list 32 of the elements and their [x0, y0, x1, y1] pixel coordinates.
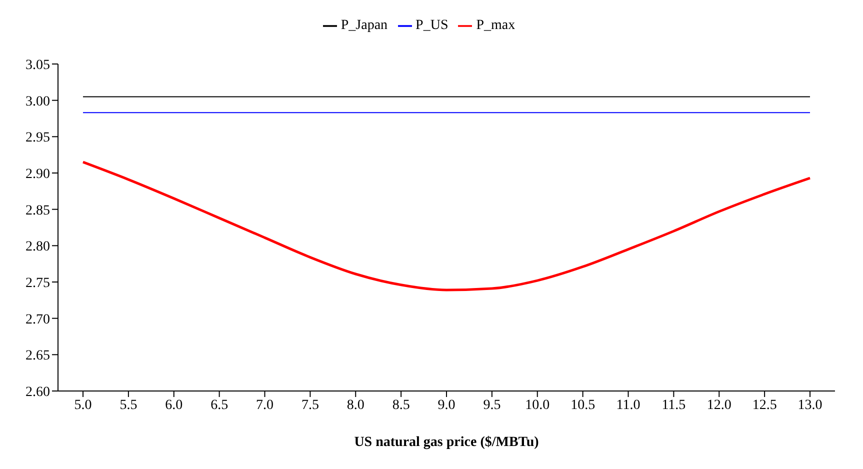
legend-label: P_max	[476, 18, 516, 33]
x-tick-label: 9.5	[483, 398, 501, 413]
y-tick-label: 2.95	[26, 130, 50, 146]
y-tick-label: 2.75	[26, 276, 50, 291]
y-tick-label: 2.65	[26, 348, 50, 364]
y-tick-label: 2.85	[26, 203, 50, 218]
x-tick-label: 5.5	[120, 398, 138, 413]
x-tick-label: 6.0	[165, 398, 183, 413]
x-tick-label: 8.0	[346, 398, 364, 413]
x-tick-label: 9.0	[438, 398, 456, 413]
x-tick-label: 11.5	[662, 398, 686, 413]
y-tick-label: 2.90	[26, 166, 50, 182]
x-tick-label: 12.5	[752, 398, 777, 413]
y-tick-label: 2.70	[26, 312, 50, 328]
y-tick-label: 2.60	[26, 384, 50, 400]
x-tick-label: 8.5	[392, 398, 410, 413]
x-tick-label: 6.5	[210, 398, 228, 413]
x-tick-label: 7.5	[301, 398, 319, 413]
x-axis-title: US natural gas price ($/MBTu)	[354, 435, 540, 450]
x-tick-label: 10.5	[570, 398, 596, 413]
x-tick-label: 13.0	[798, 398, 822, 413]
x-tick-label: 7.0	[256, 398, 274, 413]
x-tick-label: 10.0	[525, 398, 550, 413]
line-series	[82, 160, 812, 292]
legend-label: P_Japan	[340, 18, 388, 33]
x-tick-label: 5.0	[74, 398, 92, 413]
x-tick-label: 12.0	[706, 398, 732, 413]
y-tick-label: 3.05	[26, 58, 50, 73]
y-tick-label: 3.00	[26, 94, 50, 110]
x-tick-label: 11.0	[616, 398, 640, 413]
y-tick-label: 2.80	[26, 240, 50, 255]
legend-label: P_US	[416, 18, 448, 33]
